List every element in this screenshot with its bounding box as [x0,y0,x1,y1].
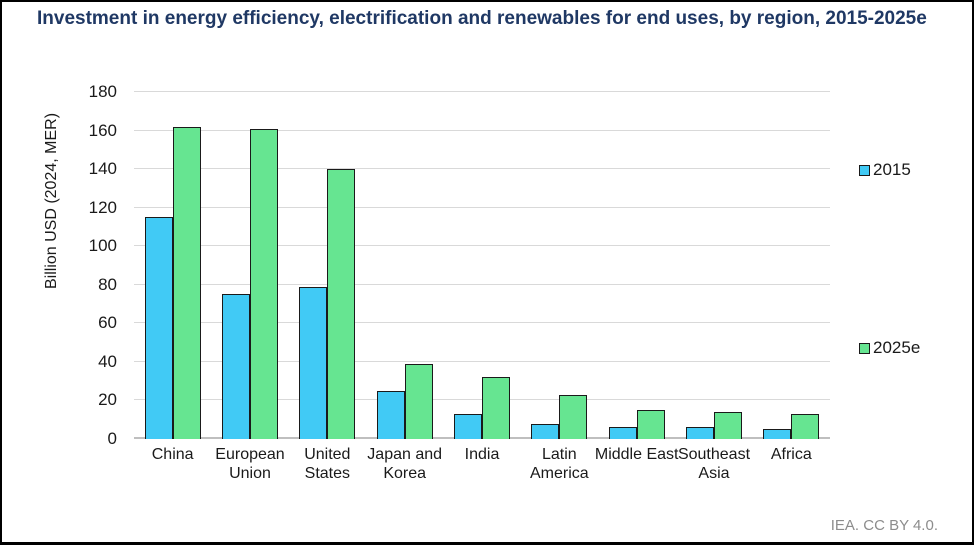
bar-2025e-european-union [250,128,278,439]
gridline-100 [134,245,830,247]
bar-2015-european-union [222,294,250,439]
x-label-china: China [151,446,194,463]
bar-2015-china [144,217,173,439]
x-label-india: India [464,446,500,463]
legend-swatch-icon [859,342,870,354]
bar-2015-japan-and-korea [376,390,405,439]
x-axis-labels: China European Union United States Japan an… [134,446,830,490]
y-tick-label-100: 100 [88,236,117,256]
bar-2025e-united-states [327,169,356,439]
y-tick-label-180: 180 [88,82,117,101]
bar-2015-india [454,413,482,439]
gridline-180 [134,91,830,92]
legend-label: 2015 [873,160,911,179]
gridline-80 [134,283,830,285]
bar-2025e-china [172,126,201,439]
bar-2015-africa [763,429,792,439]
legend-label: 2025e [873,338,921,357]
x-label-middle-east: Middle East [594,446,679,463]
legend-swatch-icon [859,164,870,176]
bar-2025e-middle-east [636,410,665,439]
bar-2025e-india [482,377,510,439]
y-tick-label-120: 120 [88,197,117,217]
x-label-africa: Africa [770,446,812,463]
x-label-southeast-asia: Southeast Asia [677,446,751,482]
gridline-40 [134,360,830,362]
y-axis-tick-labels: 0 20 40 60 80 100 120 140 160 180 [2,83,126,448]
bar-2025e-southeast-asia [714,412,742,439]
y-tick-label-140: 140 [88,159,117,179]
x-label-european-union: European Union [215,446,285,482]
legend-item-2025e: 2025e [859,338,920,358]
bar-2025e-latin-america [559,394,588,439]
y-tick-label-160: 160 [88,120,117,140]
gridline-60 [134,322,830,324]
bar-2015-latin-america [531,423,560,439]
bar-2015-united-states [299,286,328,439]
chart-title: Investment in energy efficiency, electri… [37,8,927,29]
plot-area [134,91,830,439]
bar-2025e-africa [791,413,820,439]
gridline-140 [134,168,830,170]
x-label-japan-and-korea: Japan and Korea [367,446,443,482]
legend: 2015 2025e [859,160,969,360]
bar-2015-middle-east [608,427,637,439]
gridline-160 [134,129,830,131]
y-tick-label-60: 60 [98,313,117,333]
bar-2015-southeast-asia [686,427,714,439]
gridline-120 [134,206,830,208]
x-label-united-states: United States [304,446,351,482]
y-tick-label-20: 20 [98,390,117,410]
y-tick-label-0: 0 [107,429,117,448]
bar-2025e-japan-and-korea [404,363,433,439]
y-tick-label-80: 80 [98,274,117,294]
x-label-latin-america: Latin America [529,446,589,482]
source-attribution: IEA. CC BY 4.0. [830,517,938,534]
legend-item-2015: 2015 [859,160,911,180]
y-tick-label-40: 40 [98,351,117,371]
